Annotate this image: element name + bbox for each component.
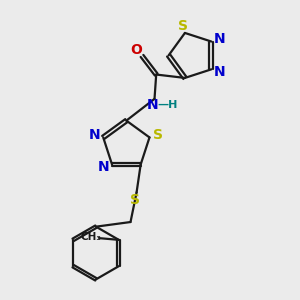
Text: N: N (214, 32, 226, 46)
Text: N: N (147, 98, 159, 112)
Text: N: N (214, 65, 226, 79)
Text: CH₃: CH₃ (80, 232, 101, 242)
Text: —H: —H (157, 100, 178, 110)
Text: S: S (178, 19, 188, 32)
Text: S: S (153, 128, 163, 142)
Text: S: S (130, 193, 140, 207)
Text: N: N (98, 160, 109, 174)
Text: N: N (88, 128, 100, 142)
Text: O: O (130, 43, 142, 57)
